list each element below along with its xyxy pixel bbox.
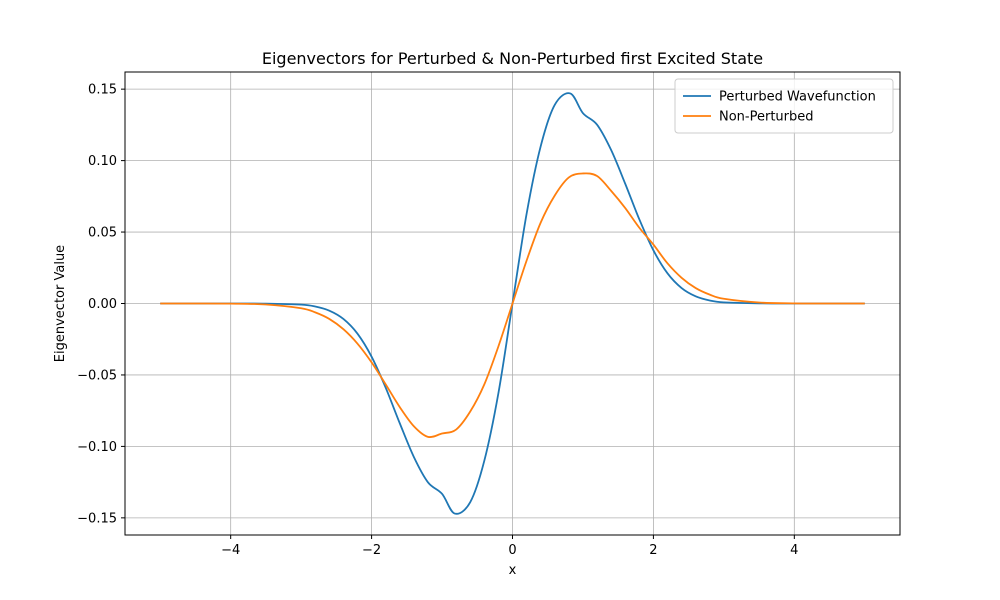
x-tick-label: 2 bbox=[649, 543, 657, 558]
y-axis-label: Eigenvector Value bbox=[53, 245, 68, 362]
x-axis-label: x bbox=[509, 563, 517, 578]
series-layer bbox=[160, 92, 865, 515]
y-tick-label: 0.10 bbox=[88, 154, 117, 169]
legend-label-1: Perturbed Wavefunction bbox=[719, 90, 876, 105]
legend-box bbox=[674, 78, 894, 134]
y-tick-label: 0.00 bbox=[88, 297, 117, 312]
y-tick-label: 0.15 bbox=[88, 83, 117, 98]
x-tick-label: −4 bbox=[221, 543, 240, 558]
series-line-2 bbox=[160, 172, 865, 438]
x-axis: −4 −2 0 2 4 bbox=[221, 535, 798, 558]
y-tick-label: −0.10 bbox=[77, 440, 117, 455]
legend-label-2: Non-Perturbed bbox=[719, 110, 814, 125]
x-tick-label: −2 bbox=[362, 543, 381, 558]
x-tick-label: 4 bbox=[790, 543, 798, 558]
y-axis: −0.15 −0.10 −0.05 0.00 0.05 0.10 0.15 bbox=[77, 83, 125, 526]
chart-title: Eigenvectors for Perturbed & Non-Perturb… bbox=[262, 49, 763, 68]
x-tick-label: 0 bbox=[508, 543, 516, 558]
legend: Perturbed Wavefunction Non-Perturbed bbox=[674, 78, 894, 134]
y-tick-label: −0.05 bbox=[77, 368, 117, 383]
y-tick-label: −0.15 bbox=[77, 511, 117, 526]
y-tick-label: 0.05 bbox=[88, 226, 117, 241]
